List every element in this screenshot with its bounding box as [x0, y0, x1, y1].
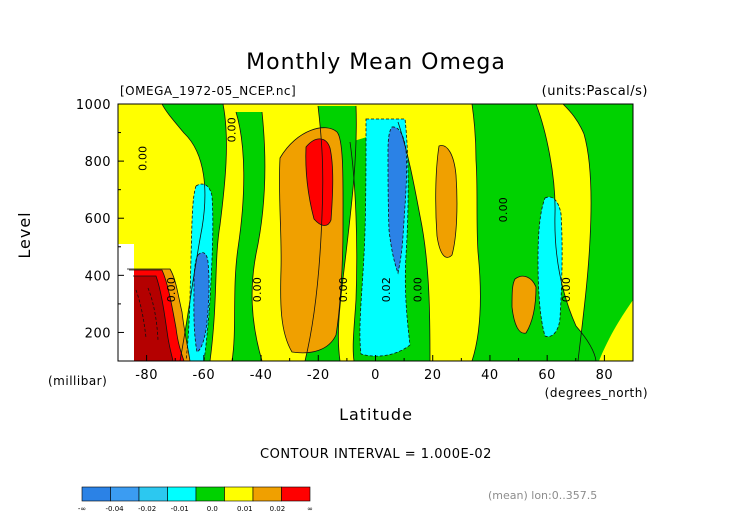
red-core-south [305, 138, 333, 226]
colorbar-swatch-3 [167, 486, 197, 502]
contour-line-18 [133, 275, 174, 361]
contour-label-5: 0.00 [560, 277, 573, 302]
contour-label-2: 0.00 [337, 277, 350, 302]
x-axis-unit-label: (degrees_north) [545, 386, 648, 400]
orange-cell-midlat [512, 276, 536, 334]
units-label: (units:Pascal/s) [542, 84, 648, 99]
x-tick-label-5: 20 [424, 368, 442, 383]
y-tick-label-1: 400 [85, 269, 111, 284]
contour-line-12 [279, 127, 344, 354]
contour-line-13 [305, 138, 334, 226]
contour-line-17 [129, 269, 185, 361]
darkred-surface-core [133, 276, 173, 361]
y-tick-label-2: 600 [85, 212, 111, 227]
contour-line-8 [397, 121, 431, 361]
contour-line-6 [337, 105, 357, 361]
contour-label-7: 0.00 [225, 117, 238, 142]
green-band-far-right [563, 104, 633, 361]
contour-line-10 [535, 104, 597, 361]
y-tick-label-0: 200 [85, 326, 111, 341]
file-label: [OMEGA_1972-05_NCEP.nc] [120, 84, 296, 98]
cyan-cell-east [538, 196, 563, 337]
contour-dashed-5 [537, 196, 563, 338]
contour-line-3 [231, 111, 245, 361]
x-tick-label-2: -40 [250, 368, 273, 383]
colorbar-label-6: 0.02 [270, 505, 286, 513]
colorbar-label-5: 0.01 [237, 505, 253, 513]
contour-interval-label: CONTOUR INTERVAL = 1.000E-02 [260, 447, 492, 462]
contour-line-9 [471, 104, 481, 361]
contour-dashed-6 [193, 252, 210, 353]
orange-cell-northern [435, 145, 457, 258]
contour-line-7 [349, 141, 358, 361]
contour-dashed-8 [147, 287, 159, 341]
y-axis-title: Level [15, 211, 34, 258]
colorbar-swatch-4 [195, 486, 225, 502]
chart-title: Monthly Mean Omega [246, 50, 506, 75]
blue-core-tropical [388, 126, 407, 273]
colorbar-label-4: 0.0 [207, 505, 218, 513]
colorbar-swatch-0 [81, 486, 111, 502]
contour-label-3: 0.02 [380, 277, 393, 302]
x-axis-title: Latitude [339, 405, 413, 424]
blue-core-west [193, 252, 210, 352]
green-sliver-right-edge [618, 104, 633, 132]
contour-line-15 [511, 275, 537, 334]
colorbar-label-7: ∞ [307, 505, 313, 513]
colorbar-swatch-1 [110, 486, 140, 502]
colorbar: -∞ -0.04 -0.02 -0.01 0.0 0.01 0.02 ∞ [78, 486, 313, 513]
contour-line-2 [209, 104, 227, 361]
contour-dashed-2 [185, 185, 197, 361]
colorbar-swatch-5 [224, 486, 254, 502]
contour-line-11 [562, 104, 592, 361]
contour-label-0: 0.00 [165, 277, 178, 302]
colorbar-label-0: -∞ [78, 505, 86, 513]
green-band-left [162, 104, 227, 361]
x-tick-label-6: 40 [481, 368, 499, 383]
colorbar-label-2: -0.02 [138, 505, 156, 513]
colorbar-swatch-2 [138, 486, 168, 502]
contour-dashed-4 [387, 126, 408, 275]
contour-line-14 [435, 145, 458, 258]
y-tick-label-3: 800 [85, 155, 111, 170]
x-axis: -80 -60 -40 -20 0 20 40 60 80 [117, 355, 634, 383]
x-tick-label-1: -60 [192, 368, 215, 383]
colorbar-swatch-7 [281, 486, 311, 502]
contour-label-1: 0.00 [251, 277, 264, 302]
contour-line-4 [251, 111, 266, 361]
x-tick-label-8: 80 [596, 368, 614, 383]
x-tick-label-4: 0 [371, 368, 380, 383]
contour-label-4: 0.00 [411, 277, 424, 302]
colorbar-label-1: -0.04 [106, 505, 125, 513]
contour-label-8: 0.00 [137, 146, 150, 171]
missing-data-mask [118, 244, 134, 361]
y-tick-label-4: 1000 [76, 98, 111, 113]
y-axis: 200 400 600 800 1000 [76, 98, 124, 362]
x-tick-label-0: -80 [135, 368, 158, 383]
y-axis-unit-label: (millibar) [48, 374, 107, 388]
x-tick-label-3: -20 [307, 368, 330, 383]
contour-dashed-3 [359, 118, 411, 357]
mean-note: (mean) lon:0..357.5 [488, 489, 597, 502]
contour-dashed-1 [195, 183, 214, 361]
contour-label-6: 0.00 [497, 197, 510, 222]
green-band-mid [232, 112, 265, 361]
x-tick-label-7: 60 [538, 368, 556, 383]
contour-labels: 0.00 0.00 0.00 0.02 0.00 0.00 0.00 0.00 0.00 [137, 117, 573, 302]
contour-fill-layer [118, 104, 633, 361]
colorbar-swatch-6 [252, 486, 282, 502]
colorbar-label-3: -0.01 [171, 505, 189, 513]
